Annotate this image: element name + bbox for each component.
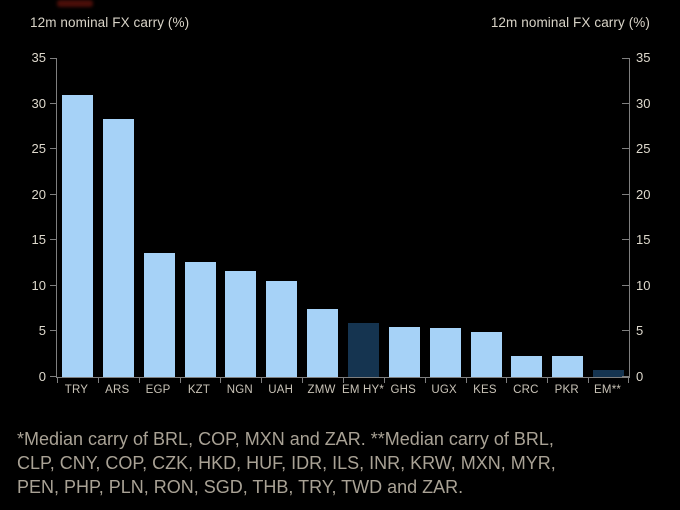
y-tick-label: 10: [636, 277, 651, 293]
y-tick-label: 20: [31, 186, 46, 202]
bar-chart-plot-area: [50, 58, 630, 383]
x-category-label: KZT: [187, 384, 211, 396]
x-tick: [261, 378, 263, 383]
x-tick: [424, 378, 426, 383]
x-category-label: UGX: [431, 384, 457, 396]
x-category-label: EM**: [594, 384, 622, 396]
x-tick: [383, 378, 385, 383]
y-tick-label: 20: [636, 186, 651, 202]
y-tick-label: 25: [31, 141, 46, 157]
bar-kzt: [184, 262, 216, 377]
bar-egp: [143, 253, 175, 377]
x-category-label: KES: [473, 384, 497, 396]
x-axis-labels: TRY ARS EGP KZT NGN UAH ZMW EM HY* GHS UGX KES CRC P…: [56, 384, 628, 398]
x-category-label: TRY: [64, 384, 89, 396]
bar-try: [61, 95, 93, 377]
x-category-label: CRC: [513, 384, 539, 396]
bar-ars: [102, 119, 134, 377]
y-tick: [50, 58, 57, 59]
x-category-label: EM HY*: [342, 384, 385, 396]
footnote-line: *Median carry of BRL, COP, MXN and ZAR. …: [17, 429, 554, 449]
bar-kes: [470, 332, 502, 377]
x-tick: [179, 378, 181, 383]
x-tick: [506, 378, 508, 383]
y-tick: [622, 239, 629, 241]
bar-ngn: [225, 271, 257, 377]
y-tick-label: 35: [31, 50, 46, 65]
chart-title-left: 12m nominal FX carry (%): [30, 15, 190, 30]
y-tick: [622, 102, 629, 104]
bar-ugx: [429, 327, 461, 377]
x-tick: [628, 378, 629, 383]
bar-em-hy-: [347, 323, 379, 377]
footnote-line: PEN, PHP, PLN, RON, SGD, THB, TRY, TWD a…: [17, 477, 464, 497]
y-tick: [50, 148, 57, 150]
y-tick-label: 0: [38, 369, 46, 384]
x-tick: [588, 378, 590, 383]
y-tick-label: 0: [636, 369, 644, 384]
y-tick-label: 30: [31, 95, 46, 111]
footnote-line: CLP, CNY, COP, CZK, HKD, HUF, IDR, ILS, …: [17, 453, 556, 473]
y-tick: [50, 376, 57, 377]
x-tick: [57, 378, 58, 383]
bar-crc: [511, 356, 543, 377]
y-axis-labels-right: 0 5 10 15 20 25 30 35: [636, 50, 676, 384]
x-tick: [97, 378, 99, 383]
red-mark: [57, 0, 93, 7]
y-tick: [50, 330, 57, 332]
x-tick: [138, 378, 140, 383]
x-category-label: PKR: [554, 384, 579, 396]
x-tick: [220, 378, 222, 383]
y-tick: [622, 193, 629, 195]
x-category-label: EGP: [145, 384, 171, 396]
y-axis-labels-left: 0 5 10 15 20 25 30 35: [6, 50, 46, 384]
x-tick: [302, 378, 304, 383]
y-tick: [50, 102, 57, 104]
x-tick: [465, 378, 467, 383]
y-tick: [622, 284, 629, 286]
y-tick: [622, 148, 629, 150]
y-tick: [50, 239, 57, 241]
x-category-label: UAH: [268, 384, 294, 396]
x-category-label: ARS: [105, 384, 130, 396]
y-tick: [50, 284, 57, 286]
x-category-label: GHS: [390, 384, 417, 396]
y-tick: [622, 58, 629, 59]
y-tick-label: 15: [636, 232, 651, 248]
bar-pkr: [552, 356, 584, 377]
chart-title-right: 12m nominal FX carry (%): [490, 15, 650, 30]
y-tick: [622, 376, 629, 377]
x-tick: [547, 378, 549, 383]
y-tick: [50, 193, 57, 195]
bar-em-: [593, 369, 625, 377]
y-tick-label: 25: [636, 141, 651, 157]
bar-uah: [266, 281, 298, 377]
x-tick: [343, 378, 344, 383]
y-tick-label: 35: [636, 50, 651, 65]
y-tick-label: 5: [636, 323, 644, 339]
y-tick: [622, 330, 629, 332]
x-category-label: NGN: [226, 384, 253, 396]
x-category-label: ZMW: [307, 384, 336, 396]
y-tick-label: 15: [31, 232, 46, 248]
y-tick-label: 30: [636, 95, 651, 111]
bar-ghs: [388, 326, 420, 377]
footnote: *Median carry of BRL, COP, MXN and ZAR. …: [17, 427, 672, 499]
y-tick-label: 10: [31, 277, 46, 293]
y-tick-label: 5: [38, 323, 46, 339]
bar-zmw: [307, 308, 339, 377]
